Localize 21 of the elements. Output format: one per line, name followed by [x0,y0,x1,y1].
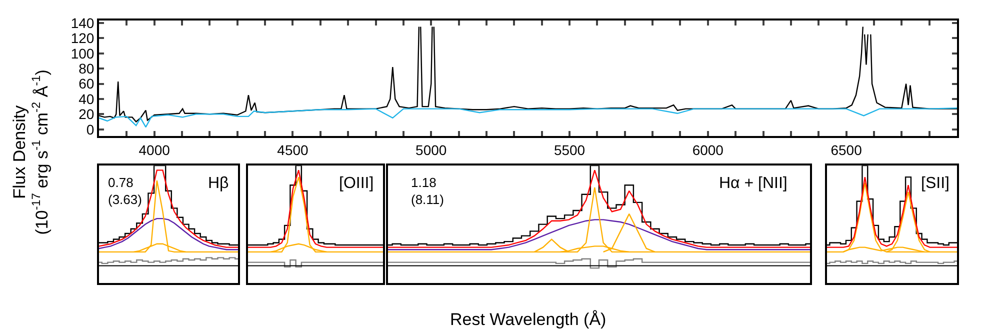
y-tick-label: 120 [70,30,94,46]
y-tick-label: 60 [78,76,94,92]
y-tick-label: 140 [70,14,94,31]
y-tick-label: 80 [78,60,94,76]
annotation: Hα + [NII] [719,175,788,192]
y-tick-label: 0 [86,121,94,138]
annotation: Hβ [208,175,229,192]
x-tick-label: 6500 [830,142,862,158]
x-tick-label: 4000 [138,142,170,158]
annotation: 0.78 (3.63) [108,175,142,207]
annotation: [SII] [921,175,950,192]
x-tick-label: 5000 [416,142,447,158]
y-tick-label: 100 [70,45,94,62]
annotation: 1.18 (8.11) [411,175,444,207]
y-tick-label: 40 [78,90,94,107]
x-tick-label: 4500 [277,142,309,158]
x-axis-title: Rest Wavelength (Å) [450,310,606,329]
y-tick-label: 20 [78,106,94,122]
x-tick-label: 5500 [554,142,586,158]
x-tick-label: 6000 [692,142,724,158]
annotation: [OIII] [339,175,374,192]
